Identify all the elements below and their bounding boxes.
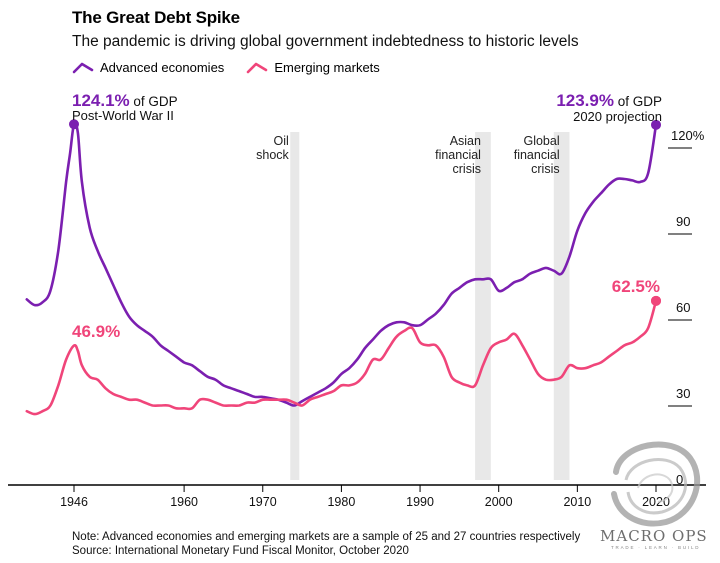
advanced-peak-suffix: of GDP: [130, 94, 178, 109]
note-text: Note: Advanced economies and emerging ma…: [72, 531, 581, 543]
emerging-end-label: 62.5%: [612, 277, 660, 296]
x-tick-label: 2000: [485, 495, 513, 509]
event-label-line: crisis: [531, 162, 559, 176]
chart-title: The Great Debt Spike: [72, 8, 240, 27]
x-tick-label: 1960: [170, 495, 198, 509]
x-tick-label: 1980: [327, 495, 355, 509]
advanced-peak-label: 124.1% of GDP: [72, 91, 178, 110]
emerging-end-point: [651, 295, 661, 306]
watermark-text: MACRO OPS: [600, 527, 708, 545]
x-tick-label: 2010: [563, 495, 591, 509]
x-tick-label: 1970: [249, 495, 277, 509]
legend-item-advanced: Advanced economies: [72, 60, 224, 75]
y-tick-label: 60: [676, 300, 690, 315]
watermark-logo-icon: [611, 441, 701, 527]
advanced-end-sublabel: 2020 projection: [573, 109, 662, 124]
event-band-2: [553, 132, 570, 480]
advanced-end-label: 123.9% of GDP: [556, 91, 662, 110]
watermark-subtext: TRADE · LEARN · BUILD: [611, 545, 701, 550]
legend-swatch-advanced: [72, 62, 94, 73]
emerging-peak-label: 46.9%: [72, 322, 120, 341]
event-label-line: Asian: [450, 134, 481, 148]
legend-label-emerging: Emerging markets: [274, 60, 380, 75]
footnote: Note: Advanced economies and emerging ma…: [72, 530, 580, 558]
y-tick-label: 0: [676, 472, 683, 487]
event-label-line: Oil: [274, 134, 289, 148]
y-tick-label: 30: [676, 386, 690, 401]
event-label-line: Global: [523, 134, 559, 148]
advanced-economies-line: [25, 121, 658, 407]
y-tick-label: 90: [676, 214, 690, 229]
event-band-1: [475, 132, 491, 480]
emerging-markets-line: [25, 299, 658, 416]
x-tick-label: 1946: [60, 495, 88, 509]
legend-swatch-emerging: [247, 62, 268, 73]
x-tick-label: 2020: [642, 495, 670, 509]
event-label-line: crisis: [453, 162, 481, 176]
advanced-end-suffix: of GDP: [614, 94, 662, 109]
event-label-line: financial: [435, 148, 481, 162]
advanced-peak-point: [69, 119, 79, 130]
advanced-end-point: [651, 119, 661, 130]
event-band-0: [290, 132, 300, 480]
y-tick-label: 120%: [671, 128, 705, 143]
legend: Advanced economies Emerging markets: [72, 60, 402, 75]
chart-subtitle: The pandemic is driving global governmen…: [72, 33, 579, 50]
legend-label-advanced: Advanced economies: [100, 60, 225, 75]
x-tick-label: 1990: [406, 495, 434, 509]
event-label-line: financial: [514, 148, 560, 162]
source-text: Source: International Monetary Fund Fisc…: [72, 545, 409, 557]
legend-item-emerging: Emerging markets: [246, 60, 380, 75]
event-label-line: shock: [256, 148, 289, 162]
advanced-peak-sublabel: Post-World War II: [72, 108, 174, 123]
